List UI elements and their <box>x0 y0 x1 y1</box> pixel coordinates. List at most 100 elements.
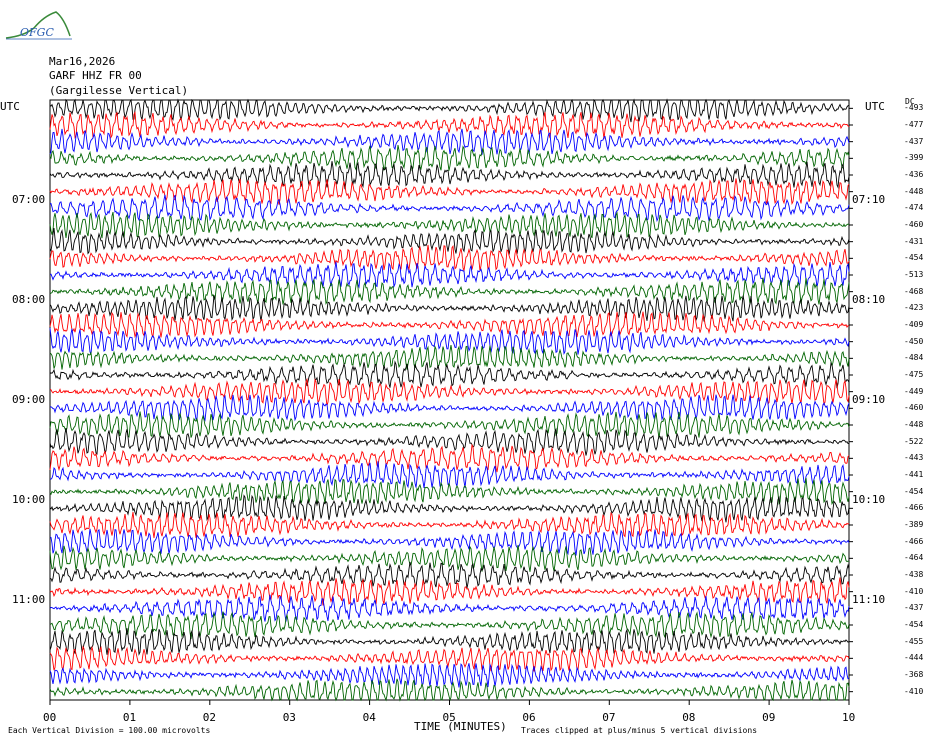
x-tick-label: 07 <box>602 711 616 724</box>
trace-row-23 <box>49 477 850 506</box>
dc-offset-label: -410 <box>904 586 924 596</box>
dc-offset-label: -464 <box>904 553 924 563</box>
trace-row-11 <box>49 277 850 306</box>
dc-offset-label: -454 <box>904 253 924 263</box>
trace-row-18 <box>49 394 850 422</box>
trace-row-20 <box>49 427 849 456</box>
dc-offset-label: -423 <box>904 303 924 313</box>
ofgc-logo <box>4 6 74 50</box>
dc-offset-label: -449 <box>904 386 924 396</box>
dc-offset-label: -409 <box>904 320 924 329</box>
hour-label-right: 09:10 <box>852 393 886 406</box>
x-tick-label: 09 <box>762 711 776 724</box>
trace-row-28 <box>49 561 850 589</box>
x-tick-label: 04 <box>362 711 376 724</box>
trace-row-4 <box>49 161 850 190</box>
trace-row-2 <box>49 128 850 155</box>
dc-offset-label: -477 <box>904 120 924 129</box>
dc-offset-label: -443 <box>904 453 924 463</box>
trace-row-35 <box>49 678 850 702</box>
trace-row-21 <box>49 443 850 473</box>
dc-offset-label: -448 <box>904 186 924 196</box>
dc-offset-label: -444 <box>904 653 924 663</box>
x-tick-label: 05 <box>442 711 456 724</box>
utc-right-label: UTC <box>865 100 885 113</box>
dc-offset-label: -522 <box>904 436 924 446</box>
hour-label-left: 07:00 <box>12 193 46 206</box>
dc-offset-label: -368 <box>904 670 924 679</box>
dc-offset-label: -436 <box>904 170 924 179</box>
dc-offset-label: -460 <box>904 220 924 229</box>
x-tick-label: 08 <box>682 711 696 724</box>
x-tick-label: 10 <box>842 711 856 724</box>
dc-offset-label: -448 <box>904 420 924 429</box>
dc-offset-label: -460 <box>904 403 924 413</box>
hour-label-left: 08:00 <box>12 293 46 306</box>
trace-row-25 <box>49 511 850 539</box>
trace-row-34 <box>49 662 850 688</box>
trace-row-10 <box>49 261 850 289</box>
trace-row-6 <box>49 194 850 223</box>
trace-row-32 <box>49 628 850 656</box>
x-tick-label: 03 <box>282 711 296 724</box>
hour-label-right: 11:10 <box>852 593 886 606</box>
trace-row-31 <box>49 611 850 640</box>
trace-row-7 <box>49 211 850 239</box>
hour-label-left: 10:00 <box>12 493 46 506</box>
hour-label-right: 08:10 <box>852 293 886 306</box>
trace-row-14 <box>49 328 850 356</box>
dc-offset-label: -399 <box>904 153 924 163</box>
x-tick-label: 01 <box>122 711 137 724</box>
trace-row-17 <box>49 377 850 406</box>
trace-row-8 <box>49 228 850 256</box>
trace-row-1 <box>49 110 850 140</box>
utc-left-label: UTC <box>0 100 20 113</box>
trace-row-27 <box>49 544 850 572</box>
station-label: GARF HHZ FR 00 <box>49 69 142 82</box>
trace-row-13 <box>49 311 849 339</box>
dc-offset-label: -484 <box>904 353 924 363</box>
dc-offset-label: -474 <box>904 203 924 213</box>
hour-label-right: 10:10 <box>852 493 886 506</box>
dc-offset-label: -468 <box>904 286 924 296</box>
trace-row-9 <box>49 244 850 273</box>
scale-note: Each Vertical Division = 100.00 microvol… <box>8 726 211 735</box>
hour-label-left: 11:00 <box>12 593 46 606</box>
dc-offset-label: -466 <box>904 503 924 513</box>
x-axis-title: TIME (MINUTES) <box>414 720 507 733</box>
dc-label: DC <box>905 97 915 106</box>
x-tick-label: 02 <box>202 711 217 724</box>
trace-row-30 <box>49 594 850 622</box>
x-tick-label: 06 <box>522 711 536 724</box>
trace-row-15 <box>49 345 850 370</box>
trace-row-22 <box>49 461 850 489</box>
dc-offset-label: -454 <box>904 620 924 629</box>
trace-row-33 <box>49 645 850 672</box>
dc-offset-label: -450 <box>904 336 924 346</box>
dc-offset-label: -441 <box>904 470 924 479</box>
trace-row-3 <box>49 145 850 172</box>
trace-row-26 <box>49 528 850 556</box>
site-label: (Gargilesse Vertical) <box>49 84 189 97</box>
dc-offset-label: -513 <box>904 270 924 279</box>
date-label: Mar16,2026 <box>49 55 116 68</box>
dc-offset-label: -466 <box>904 536 924 546</box>
trace-row-29 <box>49 577 850 606</box>
x-tick-label: 00 <box>43 711 57 724</box>
dc-offset-label: -455 <box>904 636 924 646</box>
logo-text: OFGC <box>20 26 54 39</box>
trace-row-19 <box>49 411 850 439</box>
hour-label-left: 09:00 <box>12 393 46 406</box>
hour-label-right: 07:10 <box>852 193 886 206</box>
trace-row-16 <box>49 360 850 389</box>
dc-offset-label: -431 <box>904 236 924 246</box>
dc-offset-label: -493 <box>904 103 924 113</box>
dc-offset-label: -438 <box>904 570 924 579</box>
dc-offset-label: -410 <box>904 686 924 696</box>
dc-offset-label: -475 <box>904 370 924 379</box>
trace-row-12 <box>49 295 850 322</box>
dc-offset-label: -437 <box>904 603 924 613</box>
dc-offset-label: -389 <box>904 520 924 529</box>
trace-row-0 <box>49 98 850 123</box>
